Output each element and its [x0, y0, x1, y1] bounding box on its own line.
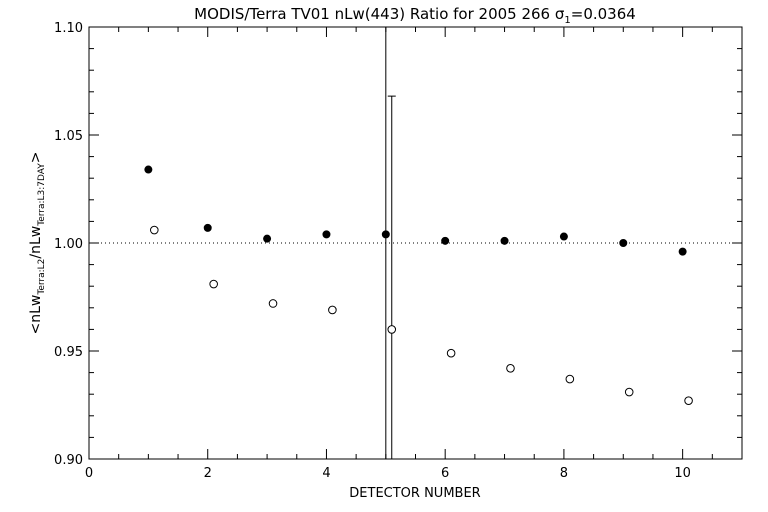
x-tick-label: 10 [674, 466, 691, 481]
x-tick-label: 2 [204, 466, 212, 481]
filled-data-point [381, 230, 390, 239]
open-data-point [446, 348, 456, 358]
x-tick-label: 0 [85, 466, 93, 481]
filled-data-point [559, 232, 568, 241]
x-axis-label: DETECTOR NUMBER [349, 486, 480, 501]
y-tick-label: 1.05 [54, 129, 83, 144]
x-tick-label: 8 [560, 466, 568, 481]
open-data-point [565, 374, 575, 384]
open-data-point [624, 387, 634, 397]
open-data-point [150, 225, 159, 235]
open-data-point [506, 363, 515, 373]
filled-data-point [263, 234, 272, 243]
open-data-point [684, 396, 693, 405]
x-tick-label: 6 [441, 466, 449, 481]
open-data-point [268, 299, 278, 308]
y-axis-label: <nLwTerra:L2/nLwTerra:L3:7DAY> [28, 151, 47, 334]
filled-data-point [441, 236, 450, 245]
chart-title: MODIS/Terra TV01 nLw(443) Ratio for 2005… [194, 5, 636, 26]
y-tick-label: 0.95 [54, 345, 83, 360]
filled-data-point [203, 223, 212, 232]
filled-data-point [322, 230, 331, 239]
filled-data-point [619, 239, 628, 247]
filled-data-point [500, 236, 509, 245]
plot-frame [88, 26, 743, 460]
x-tick-label: 4 [322, 466, 330, 481]
open-data-point [387, 325, 397, 334]
y-tick-label: 1.10 [54, 21, 83, 36]
filled-data-point [678, 247, 687, 256]
y-tick-label: 1.00 [54, 237, 83, 252]
y-tick-label: 0.90 [54, 453, 83, 468]
open-data-point [209, 279, 218, 289]
filled-data-point [144, 165, 153, 174]
open-data-point [328, 305, 337, 315]
